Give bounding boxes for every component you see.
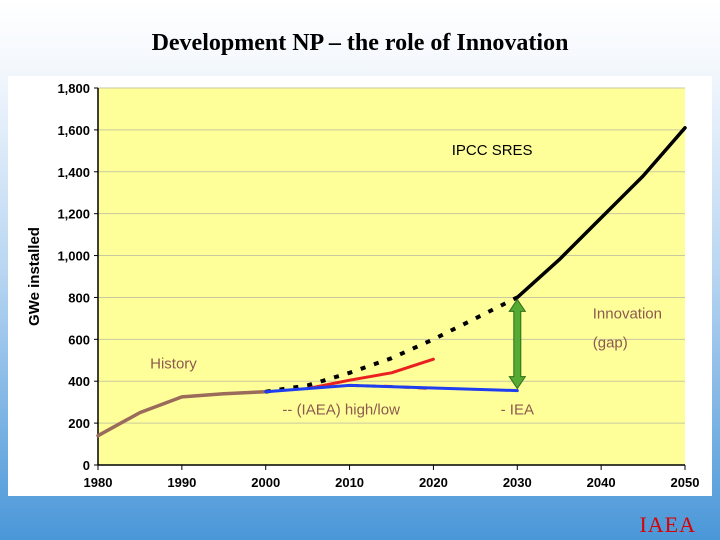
x-tick-label: 1990 xyxy=(167,475,196,490)
iaea-logo: IAEA xyxy=(639,512,696,537)
x-tick-label: 2050 xyxy=(671,475,700,490)
slide-title: Development NP – the role of Innovation xyxy=(151,30,569,56)
series-line-history xyxy=(96,389,268,438)
series-line-iea xyxy=(264,383,519,394)
innovation-gap-arrow xyxy=(508,298,527,390)
annotation-history: History xyxy=(150,356,197,373)
annotation-iea: - IEA xyxy=(501,402,534,419)
series-line-iaea-high xyxy=(306,357,435,391)
annotation-sres: IPCC SRES xyxy=(452,142,533,159)
annotation-innovation: Innovation xyxy=(593,305,662,322)
x-tick-label: 2020 xyxy=(419,475,448,490)
annotation-gap: (gap) xyxy=(593,335,628,352)
x-tick-label: 2030 xyxy=(503,475,532,490)
annotation-iaea: -- (IAEA) high/low xyxy=(282,402,400,419)
y-tick-label: 1,400 xyxy=(57,165,90,180)
x-tick-label: 2010 xyxy=(335,475,364,490)
y-tick-label: 600 xyxy=(68,332,90,347)
y-tick-label: 1,200 xyxy=(57,207,90,222)
y-tick-label: 1,800 xyxy=(57,81,90,96)
y-tick-label: 1,000 xyxy=(57,249,90,264)
plot-area xyxy=(98,88,685,465)
y-axis-label: GWe installed xyxy=(26,227,43,326)
y-tick-label: 400 xyxy=(68,374,90,389)
y-tick-label: 200 xyxy=(68,416,90,431)
x-tick-label: 1980 xyxy=(84,475,113,490)
y-tick-label: 0 xyxy=(83,458,90,473)
x-tick-label: 2000 xyxy=(251,475,280,490)
y-tick-label: 1,600 xyxy=(57,123,90,138)
series-line-sres-projection-late xyxy=(515,126,687,300)
y-tick-label: 800 xyxy=(68,290,90,305)
x-tick-label: 2040 xyxy=(587,475,616,490)
series-line-sres-projection xyxy=(265,295,519,394)
